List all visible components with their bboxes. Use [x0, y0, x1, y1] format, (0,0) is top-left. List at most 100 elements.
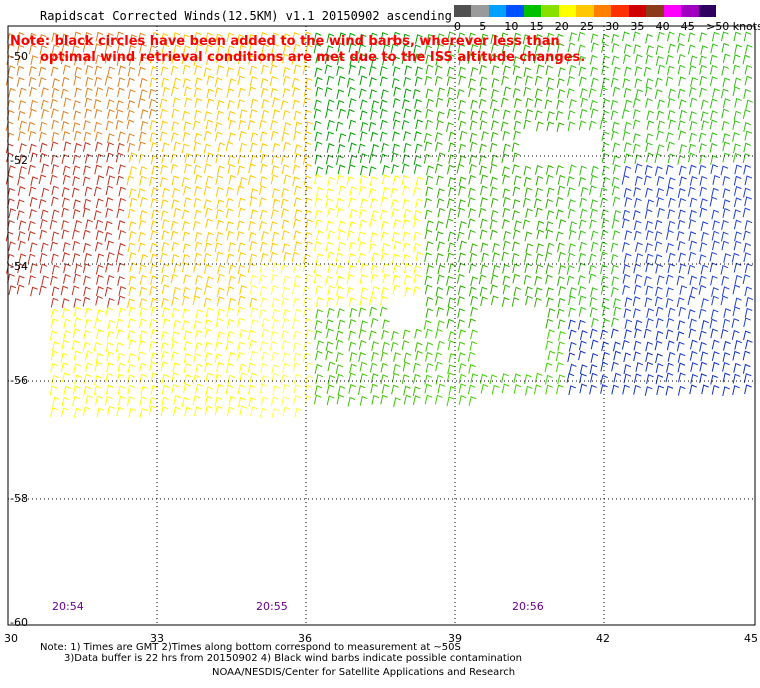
wind-barb — [28, 130, 37, 141]
wind-barb — [304, 231, 313, 242]
wind-barb — [227, 110, 236, 121]
wind-barb — [293, 218, 301, 229]
wind-barb — [523, 165, 532, 176]
wind-barb — [644, 276, 652, 286]
wind-barb — [457, 319, 465, 330]
wind-barb — [127, 298, 135, 309]
wind-barb — [182, 34, 190, 45]
wind-barb — [677, 88, 686, 99]
wind-barb — [239, 329, 247, 339]
wind-barb — [183, 197, 192, 207]
lat-label: -58 — [10, 492, 28, 505]
wind-barb — [413, 163, 422, 174]
wind-barb — [228, 395, 237, 406]
wind-barb — [610, 254, 619, 264]
wind-barb — [260, 297, 269, 308]
wind-barb — [172, 406, 181, 417]
wind-barb — [336, 66, 344, 76]
wind-barb — [238, 119, 246, 130]
wind-barb — [667, 110, 676, 120]
wind-barb — [610, 130, 619, 141]
wind-barb — [478, 54, 487, 65]
wind-barb — [448, 154, 456, 165]
wind-barb — [425, 342, 433, 352]
wind-barb — [151, 31, 160, 42]
wind-barb — [656, 275, 665, 286]
wind-barb — [623, 165, 632, 176]
wind-barb — [260, 163, 268, 174]
wind-barb — [150, 352, 159, 363]
wind-barb — [239, 176, 248, 187]
wind-barb — [379, 131, 388, 142]
wind-barb — [73, 363, 81, 374]
wind-barb — [556, 384, 564, 395]
wind-barb — [425, 186, 434, 197]
wind-barb — [204, 395, 213, 406]
wind-barb — [536, 229, 545, 240]
wind-barb — [60, 352, 69, 363]
wind-barb — [436, 274, 445, 285]
wind-barb — [557, 89, 566, 99]
wind-barb — [106, 275, 115, 285]
wind-barb — [83, 165, 91, 176]
wind-barb — [249, 253, 257, 264]
wind-barb — [412, 386, 421, 397]
wind-barb — [138, 362, 147, 373]
wind-barb — [5, 174, 14, 185]
wind-barb — [457, 341, 466, 352]
wind-barb — [678, 76, 686, 87]
wind-barb — [415, 119, 423, 130]
wind-barb — [216, 53, 224, 64]
wind-barb — [50, 318, 59, 329]
wind-barb — [370, 232, 378, 243]
wind-barb — [51, 341, 60, 352]
wind-barb — [732, 64, 741, 75]
wind-barb — [446, 164, 455, 175]
wind-barb — [412, 362, 421, 373]
wind-barb — [17, 186, 26, 196]
wind-barb — [106, 152, 114, 163]
wind-barb — [118, 65, 126, 76]
wind-barb — [194, 132, 202, 143]
wind-barb — [458, 55, 467, 66]
wind-barb — [424, 374, 433, 385]
wind-barb — [536, 243, 544, 254]
wind-barb — [203, 284, 212, 295]
wind-barb — [359, 274, 368, 285]
wind-barb — [336, 275, 344, 286]
wind-barb — [93, 341, 102, 352]
wind-barb — [7, 220, 15, 230]
wind-barb — [668, 119, 676, 130]
wind-barb — [84, 252, 92, 263]
wind-barb — [184, 97, 192, 108]
wind-barb — [195, 275, 203, 285]
wind-barb — [63, 263, 71, 274]
wind-barb — [657, 99, 665, 110]
map-gridlines — [8, 26, 755, 625]
wind-barb — [6, 152, 14, 163]
wind-barb — [225, 208, 234, 219]
wind-barb — [678, 130, 686, 141]
wind-barb — [699, 87, 707, 98]
wind-barb — [743, 373, 752, 383]
wind-barb — [667, 43, 676, 54]
wind-barb — [744, 286, 753, 297]
wind-barb — [611, 276, 620, 287]
wind-barb — [161, 373, 170, 384]
wind-barb — [722, 361, 730, 372]
wind-barb — [117, 276, 125, 286]
wind-barb — [214, 373, 223, 384]
wind-barb — [611, 176, 620, 187]
wind-barb — [656, 385, 664, 396]
wind-barb — [18, 220, 27, 231]
wind-barb — [470, 306, 478, 317]
wind-barb — [434, 394, 443, 405]
wind-barb — [468, 32, 476, 43]
wind-barb — [402, 329, 411, 340]
wind-barb — [448, 352, 457, 363]
wind-barb — [468, 396, 477, 406]
wind-barb — [589, 219, 597, 230]
wind-barb — [447, 340, 456, 351]
wind-barb — [358, 88, 367, 99]
wind-barb — [238, 44, 247, 55]
